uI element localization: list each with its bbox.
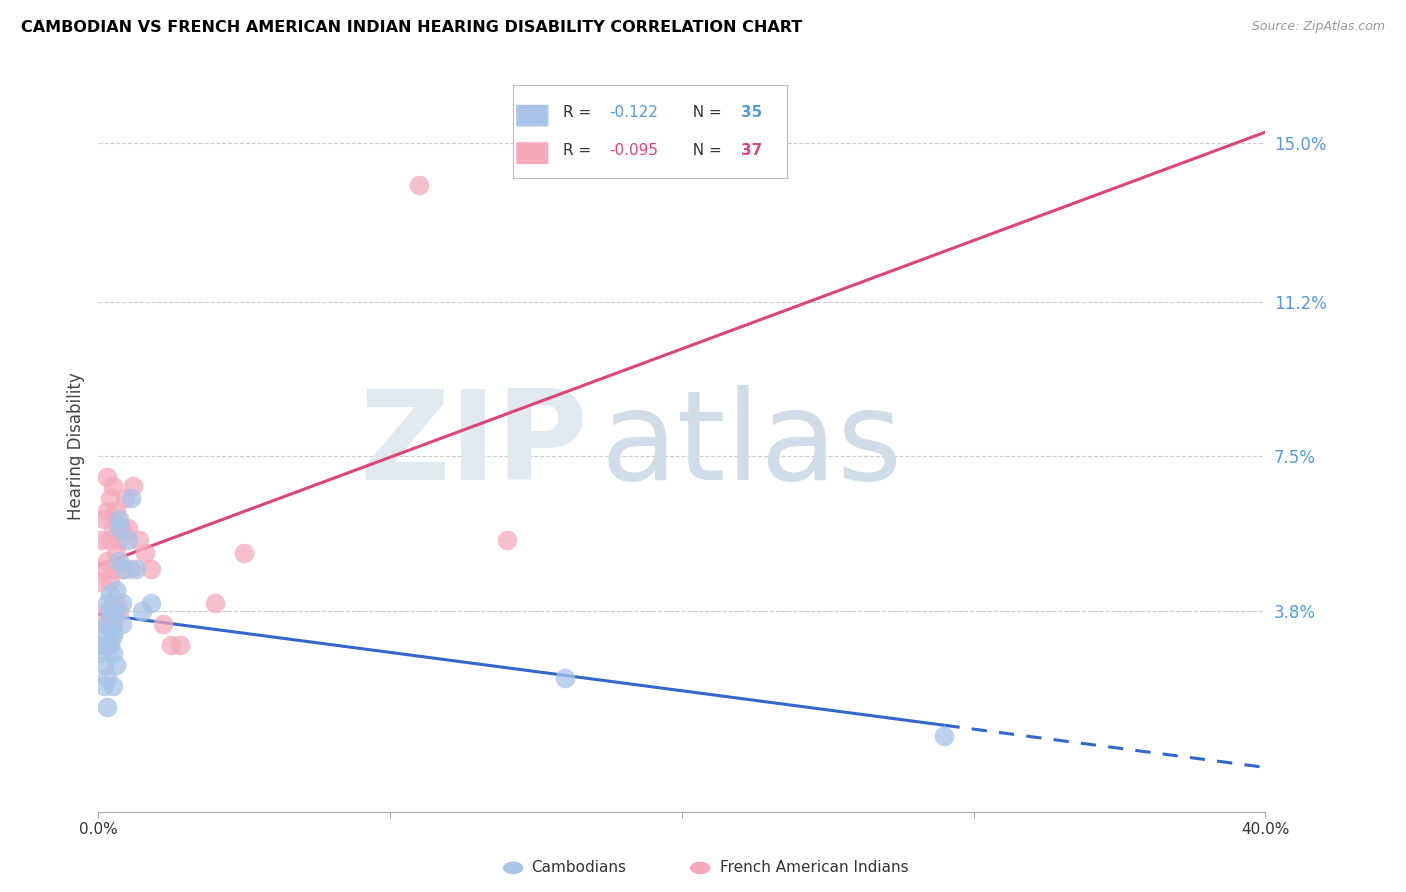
Point (93, 629, 115, 643)
Point (101, 629, 124, 643)
Point (169, 638, 191, 652)
Point (93, 658, 115, 673)
Point (111, 616, 134, 631)
Text: 35: 35 (741, 105, 762, 120)
Point (96, 470, 118, 484)
Point (101, 616, 124, 631)
Point (108, 554, 131, 568)
Point (108, 512, 131, 526)
Text: N =: N = (683, 143, 727, 158)
Point (114, 491, 136, 506)
Point (98, 616, 121, 631)
Point (93, 679, 115, 693)
Point (233, 545, 256, 559)
Point (98, 604, 121, 618)
Point (98, 587, 121, 601)
Point (108, 520, 131, 534)
Point (134, 545, 156, 559)
Point (108, 604, 131, 618)
Point (101, 625, 124, 640)
Point (108, 533, 131, 547)
Text: -0.095: -0.095 (609, 143, 658, 158)
FancyBboxPatch shape (516, 104, 548, 127)
Point (101, 479, 124, 493)
Point (104, 545, 127, 559)
Point (96, 616, 118, 631)
Point (139, 562, 162, 576)
Text: Source: ZipAtlas.com: Source: ZipAtlas.com (1251, 20, 1385, 33)
Point (131, 604, 153, 618)
Point (90, 638, 112, 652)
Text: atlas: atlas (600, 385, 903, 507)
Text: R =: R = (562, 143, 596, 158)
Text: ZIP: ZIP (360, 385, 589, 507)
Point (96, 700, 118, 714)
Text: N =: N = (683, 105, 727, 120)
Point (104, 596, 127, 610)
Text: Cambodians: Cambodians (531, 861, 627, 875)
Point (104, 658, 127, 673)
Point (152, 616, 174, 631)
Point (101, 679, 124, 693)
Point (104, 583, 127, 598)
Point (96, 638, 118, 652)
Point (122, 479, 145, 493)
Point (101, 520, 124, 534)
Point (111, 520, 134, 534)
Point (117, 533, 139, 547)
Point (111, 596, 134, 610)
Point (125, 562, 148, 576)
Point (204, 596, 226, 610)
Point (128, 533, 150, 547)
Point (96, 554, 118, 568)
Point (96, 504, 118, 518)
Point (120, 562, 142, 576)
Point (93, 512, 115, 526)
Point (117, 520, 139, 534)
Point (101, 604, 124, 618)
Point (96, 596, 118, 610)
Point (104, 504, 127, 518)
Point (120, 491, 142, 506)
Point (139, 596, 162, 610)
Text: French American Indians: French American Indians (720, 861, 908, 875)
Point (160, 638, 183, 652)
Text: CAMBODIAN VS FRENCH AMERICAN INDIAN HEARING DISABILITY CORRELATION CHART: CAMBODIAN VS FRENCH AMERICAN INDIAN HEAR… (21, 20, 803, 35)
Point (93, 616, 115, 631)
Point (90, 533, 112, 547)
Point (98, 533, 121, 547)
Point (96, 671, 118, 685)
Point (101, 562, 124, 576)
FancyBboxPatch shape (516, 142, 548, 164)
Point (90, 574, 112, 589)
Point (93, 562, 115, 576)
Point (111, 562, 134, 576)
Point (496, 533, 519, 547)
Point (554, 671, 576, 685)
Text: 37: 37 (741, 143, 762, 158)
Y-axis label: Hearing Disability: Hearing Disability (66, 372, 84, 520)
Point (98, 574, 121, 589)
Point (98, 638, 121, 652)
Point (114, 562, 136, 576)
Point (408, 178, 430, 192)
Point (96, 604, 118, 618)
Text: -0.122: -0.122 (609, 105, 658, 120)
Point (104, 604, 127, 618)
Point (90, 646, 112, 660)
Text: R =: R = (562, 105, 596, 120)
Point (934, 730, 956, 744)
Point (101, 646, 124, 660)
Point (98, 491, 121, 506)
